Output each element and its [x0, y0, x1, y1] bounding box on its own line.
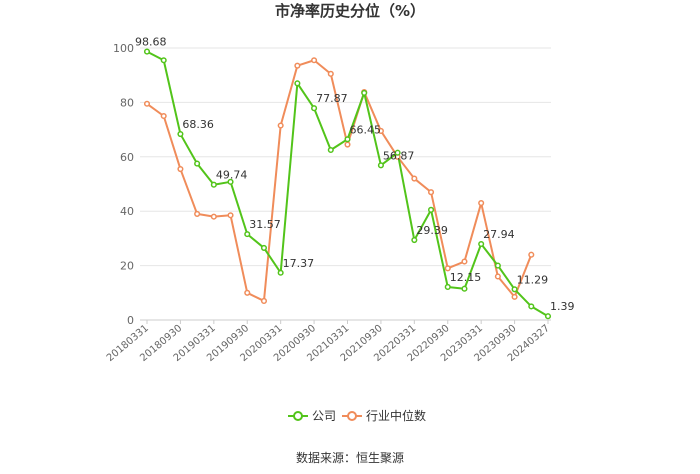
data-point — [260, 244, 268, 251]
grid — [140, 47, 551, 321]
data-source: 数据来源：恒生聚源 — [296, 450, 404, 465]
data-label: 56.87 — [383, 149, 415, 162]
data-point — [411, 237, 418, 244]
data-point — [528, 303, 535, 310]
y-tick-label: 40 — [120, 205, 134, 218]
data-label: 77.87 — [316, 92, 348, 105]
data-point — [377, 127, 384, 135]
data-point — [194, 160, 201, 167]
legend[interactable]: 公司 行业中位数 — [288, 408, 426, 423]
data-point — [411, 175, 418, 182]
data-label: 66.45 — [350, 123, 382, 136]
legend-item-label[interactable]: 公司 — [312, 409, 336, 423]
data-point — [361, 89, 368, 96]
legend-swatch-marker[interactable] — [293, 411, 303, 421]
data-label: 49.74 — [216, 169, 248, 182]
data-point — [444, 265, 451, 272]
data-point — [478, 240, 485, 248]
data-point — [394, 149, 401, 156]
series-points — [143, 48, 552, 320]
data-point — [511, 286, 518, 293]
y-tick-label: 80 — [120, 96, 134, 109]
data-label: 27.94 — [483, 228, 514, 241]
data-point — [344, 136, 351, 143]
y-tick-label: 60 — [120, 151, 134, 164]
data-point — [277, 122, 284, 129]
data-point — [160, 112, 167, 120]
data-label: 29.39 — [416, 224, 448, 237]
data-point — [478, 199, 485, 207]
data-point — [327, 70, 334, 77]
data-point — [227, 212, 234, 219]
data-point — [227, 178, 234, 185]
data-point — [210, 213, 217, 220]
data-label: 1.39 — [550, 300, 575, 313]
y-tick-label: 0 — [127, 314, 134, 327]
data-point — [427, 206, 435, 213]
data-point — [143, 48, 151, 55]
data-label: 12.15 — [450, 271, 482, 284]
data-labels: 98.68 68.36 49.74 31.57 17.37 77.87 66.4556.87… — [135, 36, 575, 314]
data-point — [444, 283, 451, 291]
data-label: 17.37 — [283, 257, 315, 270]
legend-swatch-marker[interactable] — [347, 411, 357, 421]
data-point — [327, 146, 334, 154]
data-label: 68.36 — [182, 118, 214, 131]
x-axis-ticks: 2018033120180930201903312019093020200331… — [105, 320, 552, 364]
data-point — [311, 105, 318, 112]
data-label: 98.68 — [135, 36, 167, 49]
data-label: 31.57 — [249, 218, 281, 231]
y-axis-ticks: 0 20 40 60 80 100 — [113, 42, 134, 327]
data-point — [194, 210, 201, 217]
data-point — [177, 165, 184, 173]
data-point — [461, 258, 468, 265]
data-point — [344, 141, 351, 148]
data-point — [461, 285, 468, 292]
chart-title: 市净率历史分位（%） — [275, 2, 425, 20]
data-point — [494, 273, 501, 280]
data-point — [311, 57, 318, 64]
data-point — [294, 80, 301, 87]
data-point — [294, 62, 301, 69]
data-point — [377, 162, 384, 169]
y-tick-label: 100 — [113, 42, 134, 55]
data-point — [210, 181, 217, 188]
data-point — [177, 131, 184, 138]
y-tick-label: 20 — [120, 260, 134, 273]
data-label: 11.29 — [517, 273, 549, 286]
data-point — [244, 289, 251, 296]
legend-item-label[interactable]: 行业中位数 — [366, 408, 426, 423]
data-point — [160, 57, 167, 64]
data-point — [528, 251, 535, 258]
data-point — [143, 100, 151, 107]
data-point — [260, 297, 268, 305]
data-point — [427, 189, 435, 196]
data-point — [277, 269, 284, 276]
data-point — [494, 262, 501, 269]
data-point — [544, 313, 552, 320]
data-point — [511, 293, 518, 300]
data-point — [244, 231, 251, 238]
